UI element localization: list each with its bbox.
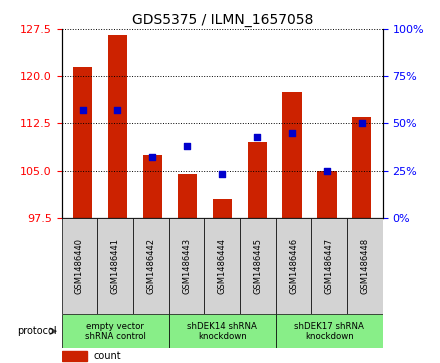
Text: protocol: protocol [18, 326, 57, 336]
Point [253, 134, 260, 139]
FancyBboxPatch shape [240, 218, 276, 314]
Bar [73, 67, 92, 218]
FancyBboxPatch shape [276, 314, 383, 348]
Text: GSM1486443: GSM1486443 [182, 238, 191, 294]
FancyBboxPatch shape [169, 314, 276, 348]
Text: GSM1486440: GSM1486440 [75, 238, 84, 294]
Point [114, 107, 121, 113]
FancyBboxPatch shape [347, 218, 383, 314]
FancyBboxPatch shape [133, 218, 169, 314]
FancyBboxPatch shape [276, 218, 312, 314]
Text: GSM1486446: GSM1486446 [289, 238, 298, 294]
Bar [282, 92, 302, 218]
Text: GSM1486445: GSM1486445 [253, 238, 262, 294]
FancyBboxPatch shape [62, 314, 169, 348]
Bar [213, 199, 232, 218]
Bar [352, 117, 371, 218]
FancyBboxPatch shape [204, 218, 240, 314]
Text: empty vector
shRNA control: empty vector shRNA control [84, 322, 146, 341]
Point [219, 171, 226, 177]
Bar [248, 142, 267, 218]
FancyBboxPatch shape [62, 218, 97, 314]
Bar [62, 351, 87, 361]
Bar [178, 174, 197, 218]
FancyBboxPatch shape [97, 218, 133, 314]
Text: GSM1486444: GSM1486444 [218, 238, 227, 294]
Point [323, 168, 330, 174]
Text: count: count [94, 351, 121, 361]
Text: GSM1486448: GSM1486448 [360, 238, 370, 294]
Point [149, 155, 156, 160]
Point [184, 143, 191, 149]
Bar [108, 35, 127, 218]
Point [289, 130, 296, 136]
FancyBboxPatch shape [312, 218, 347, 314]
Text: GSM1486442: GSM1486442 [147, 238, 155, 294]
Point [79, 107, 86, 113]
Bar [143, 155, 162, 218]
Bar [317, 171, 337, 218]
Point [358, 121, 365, 126]
Text: shDEK14 shRNA
knockdown: shDEK14 shRNA knockdown [187, 322, 257, 341]
Title: GDS5375 / ILMN_1657058: GDS5375 / ILMN_1657058 [132, 13, 313, 26]
Text: shDEK17 shRNA
knockdown: shDEK17 shRNA knockdown [294, 322, 364, 341]
FancyBboxPatch shape [169, 218, 204, 314]
Text: GSM1486447: GSM1486447 [325, 238, 334, 294]
Text: GSM1486441: GSM1486441 [110, 238, 120, 294]
